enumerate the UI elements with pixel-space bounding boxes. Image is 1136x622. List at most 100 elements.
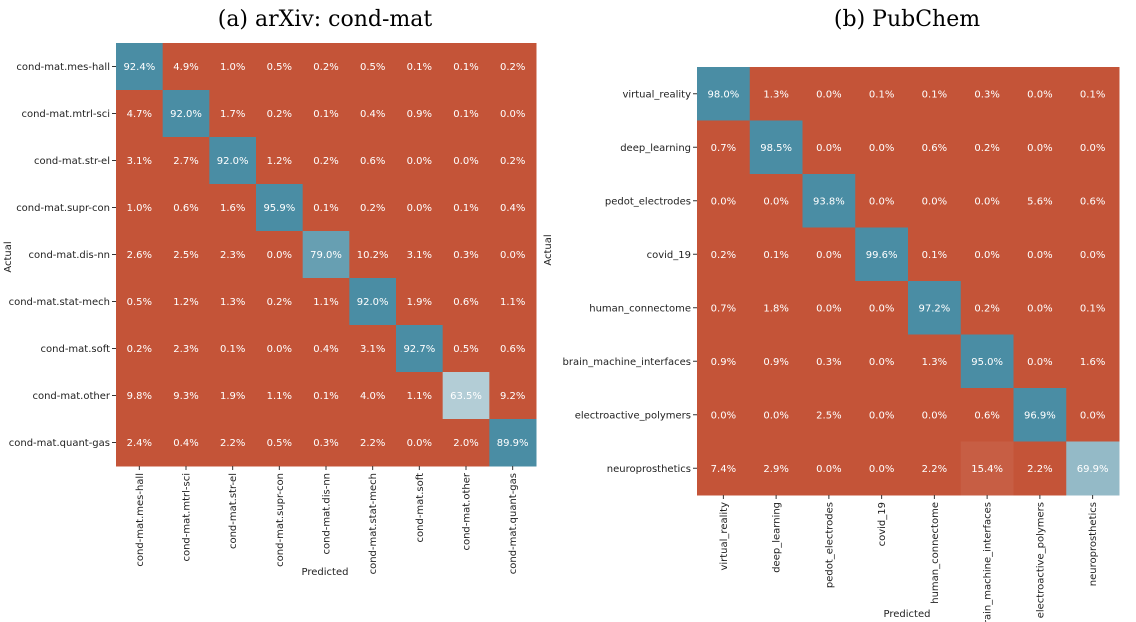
cell-label-pubchem-r5-c6: 0.0% (1027, 357, 1052, 368)
row-label-arxiv-cond-mat-soft: cond-mat.soft (41, 344, 111, 355)
cell-arxiv-r2-c3 (256, 137, 304, 185)
cell-pubchem-r0-c1 (749, 67, 803, 121)
cell-pubchem-r5-c5 (960, 334, 1014, 389)
cell-label-arxiv-r7-c4: 0.1% (313, 391, 338, 402)
cell-pubchem-r3-c0 (697, 227, 751, 282)
cell-label-arxiv-r1-c3: 0.2% (267, 109, 292, 120)
cell-arxiv-r2-c7 (442, 137, 490, 185)
cell-pubchem-r0-c6 (1013, 67, 1067, 121)
cell-label-arxiv-r6-c5: 3.1% (360, 344, 385, 355)
cell-arxiv-r5-c6 (396, 278, 444, 326)
cell-pubchem-r5-c2 (802, 334, 856, 389)
cell-label-arxiv-r4-c7: 0.3% (453, 250, 478, 261)
cell-label-arxiv-r0-c8: 0.2% (500, 62, 525, 73)
cell-label-arxiv-r5-c7: 0.6% (453, 297, 478, 308)
cell-arxiv-r0-c5 (349, 43, 397, 91)
cell-label-pubchem-r0-c3: 0.1% (869, 89, 894, 100)
cell-pubchem-r0-c3 (855, 67, 909, 121)
cell-label-arxiv-r0-c3: 0.5% (267, 62, 292, 73)
cell-label-arxiv-r8-c5: 2.2% (360, 438, 385, 449)
cell-arxiv-r5-c0 (116, 278, 164, 326)
cell-label-arxiv-r2-c2: 92.0% (217, 156, 249, 167)
cell-label-pubchem-r4-c6: 0.0% (1027, 303, 1052, 314)
cell-arxiv-r3-c4 (302, 184, 350, 232)
cell-label-arxiv-r1-c1: 92.0% (170, 109, 202, 120)
cell-label-pubchem-r7-c2: 0.0% (816, 464, 841, 475)
cell-arxiv-r3-c0 (116, 184, 164, 232)
cell-arxiv-r1-c3 (256, 90, 304, 138)
cell-label-arxiv-r2-c1: 2.7% (173, 156, 198, 167)
col-label-arxiv-cond-mat-mtrl-sci: cond-mat.mtrl-sci (182, 473, 193, 562)
cell-pubchem-r5-c1 (749, 334, 803, 389)
cell-arxiv-r4-c2 (209, 231, 257, 279)
cell-label-arxiv-r4-c5: 10.2% (357, 250, 389, 261)
cell-label-arxiv-r1-c8: 0.0% (500, 109, 525, 120)
cell-pubchem-r6-c3 (855, 388, 909, 442)
cell-pubchem-r0-c0 (697, 67, 751, 121)
cell-arxiv-r5-c5 (349, 278, 397, 326)
cell-pubchem-r4-c5 (960, 281, 1014, 335)
cell-label-arxiv-r0-c2: 1.0% (220, 62, 245, 73)
cell-arxiv-r1-c2 (209, 90, 257, 138)
col-label-arxiv-cond-mat-quant-gas: cond-mat.quant-gas (508, 473, 519, 574)
cell-label-arxiv-r6-c3: 0.0% (267, 344, 292, 355)
cell-label-arxiv-r2-c0: 3.1% (127, 156, 152, 167)
cell-label-pubchem-r6-c4: 0.0% (922, 410, 947, 421)
cell-arxiv-r4-c0 (116, 231, 164, 279)
cell-label-pubchem-r0-c7: 0.1% (1080, 89, 1105, 100)
cell-label-pubchem-r0-c1: 1.3% (763, 89, 788, 100)
cell-label-pubchem-r1-c7: 0.0% (1080, 143, 1105, 154)
cell-label-pubchem-r7-c3: 0.0% (869, 464, 894, 475)
row-label-pubchem-deep-learning: deep_learning (620, 143, 691, 154)
cell-label-arxiv-r0-c5: 0.5% (360, 62, 385, 73)
cell-label-pubchem-r4-c4: 97.2% (918, 303, 950, 314)
cell-label-arxiv-r1-c0: 4.7% (127, 109, 152, 120)
cell-label-pubchem-r5-c1: 0.9% (763, 357, 788, 368)
cell-pubchem-r3-c4 (908, 227, 962, 282)
row-label-pubchem-electroactive-polymers: electroactive_polymers (575, 410, 691, 421)
cell-arxiv-r8-c6 (396, 419, 444, 467)
xlabel-arxiv: Predicted (302, 567, 349, 578)
cell-arxiv-r5-c1 (162, 278, 210, 326)
cell-label-arxiv-r3-c3: 95.9% (263, 203, 295, 214)
cell-arxiv-r7-c6 (396, 372, 444, 420)
cell-pubchem-r4-c4 (908, 281, 962, 335)
cell-pubchem-r5-c6 (1013, 334, 1067, 389)
cell-label-arxiv-r1-c6: 0.9% (407, 109, 432, 120)
cell-pubchem-r3-c6 (1013, 227, 1067, 282)
cell-label-arxiv-r6-c7: 0.5% (453, 344, 478, 355)
cell-label-arxiv-r5-c2: 1.3% (220, 297, 245, 308)
cell-label-pubchem-r6-c2: 2.5% (816, 410, 841, 421)
cell-arxiv-r5-c4 (302, 278, 350, 326)
cell-arxiv-r2-c8 (489, 137, 537, 185)
cell-label-arxiv-r8-c7: 2.0% (453, 438, 478, 449)
cell-arxiv-r3-c5 (349, 184, 397, 232)
cell-pubchem-r1-c5 (960, 120, 1014, 175)
cell-label-arxiv-r7-c7: 63.5% (450, 391, 482, 402)
cell-pubchem-r7-c4 (908, 441, 962, 496)
cell-label-pubchem-r2-c0: 0.0% (711, 196, 736, 207)
cell-label-arxiv-r5-c3: 0.2% (267, 297, 292, 308)
row-label-pubchem-neuroprosthetics: neuroprosthetics (607, 464, 691, 475)
cell-label-arxiv-r0-c4: 0.2% (313, 62, 338, 73)
cell-label-arxiv-r5-c0: 0.5% (127, 297, 152, 308)
cell-arxiv-r1-c5 (349, 90, 397, 138)
cell-label-pubchem-r1-c0: 0.7% (711, 143, 736, 154)
col-label-arxiv-cond-mat-mes-hall: cond-mat.mes-hall (135, 473, 146, 567)
cell-label-pubchem-r0-c4: 0.1% (922, 89, 947, 100)
cell-arxiv-r1-c6 (396, 90, 444, 138)
cell-label-pubchem-r3-c7: 0.0% (1080, 250, 1105, 261)
cell-pubchem-r6-c2 (802, 388, 856, 442)
cell-pubchem-r3-c7 (1066, 227, 1120, 282)
cell-label-arxiv-r7-c1: 9.3% (173, 391, 198, 402)
cell-label-pubchem-r5-c4: 1.3% (922, 357, 947, 368)
cell-label-pubchem-r7-c1: 2.9% (763, 464, 788, 475)
cell-pubchem-r4-c0 (697, 281, 751, 335)
cell-arxiv-r4-c7 (442, 231, 490, 279)
cell-label-arxiv-r7-c3: 1.1% (267, 391, 292, 402)
cell-pubchem-r1-c4 (908, 120, 962, 175)
row-label-pubchem-human-connectome: human_connectome (589, 303, 691, 314)
cell-label-arxiv-r7-c0: 9.8% (127, 391, 152, 402)
cell-label-pubchem-r1-c4: 0.6% (922, 143, 947, 154)
col-label-pubchem-deep-learning: deep_learning (772, 502, 783, 573)
